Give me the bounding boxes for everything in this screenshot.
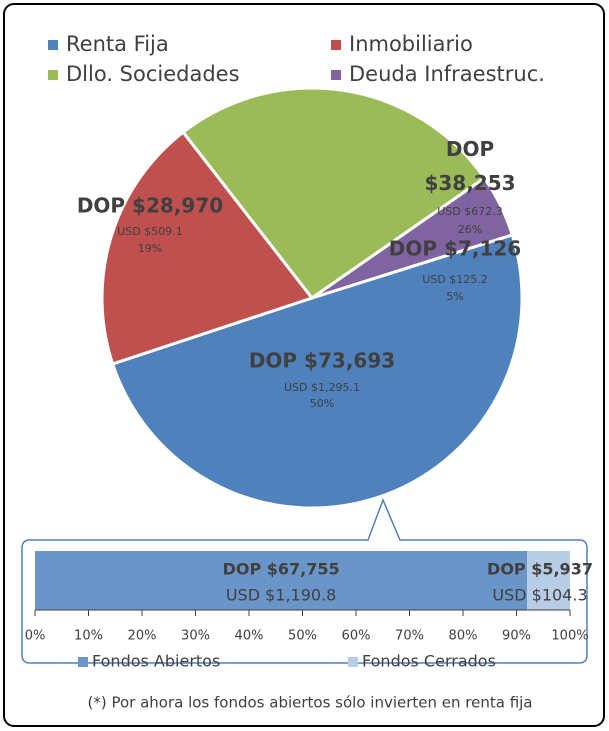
- legend-swatch: [331, 40, 341, 50]
- usd-label: USD $1,295.1: [284, 381, 360, 394]
- legend-label: Renta Fija: [66, 32, 169, 56]
- usd-label: USD $1,190.8: [226, 586, 337, 605]
- value-label: DOP $7,126: [389, 237, 521, 261]
- bar-segment: [35, 551, 528, 610]
- percent-label: 5%: [446, 290, 463, 303]
- x-tick-label: 70%: [395, 629, 424, 644]
- x-tick-label: 90%: [502, 629, 531, 644]
- percent-label: 50%: [310, 397, 334, 410]
- legend-label: Deuda Infraestruc.: [349, 62, 545, 86]
- value-label-line: $38,253: [424, 171, 515, 195]
- pie-slice: [110, 232, 524, 510]
- x-tick-label: 80%: [449, 629, 478, 644]
- value-label: DOP $73,693: [249, 349, 395, 373]
- x-tick-label: 60%: [342, 629, 371, 644]
- legend-label: Fondos Cerrados: [362, 652, 496, 671]
- pie-slice: [181, 86, 487, 301]
- usd-label: USD $104.3: [492, 586, 587, 605]
- x-tick-label: 40%: [235, 629, 264, 644]
- value-label-line: DOP: [446, 137, 494, 161]
- legend-swatch: [48, 40, 58, 50]
- percent-label: 26%: [458, 223, 482, 236]
- x-tick-label: 50%: [288, 629, 317, 644]
- legend-swatch: [348, 657, 358, 667]
- value-label: DOP $38,253: [424, 137, 515, 195]
- callout-box: [21, 497, 588, 664]
- x-tick-label: 30%: [181, 629, 210, 644]
- bar-segment: [527, 551, 570, 610]
- usd-label: USD $125.2: [422, 273, 488, 286]
- legend-swatch: [78, 657, 88, 667]
- x-tick-label: 20%: [128, 629, 157, 644]
- legend-label: Inmobiliario: [349, 32, 473, 56]
- usd-label: USD $672.3: [437, 205, 503, 218]
- x-tick-label: 100%: [551, 629, 588, 644]
- footnote: (*) Por ahora los fondos abiertos sólo i…: [87, 694, 532, 712]
- pie-slice: [311, 175, 515, 300]
- usd-label: USD $509.1: [117, 225, 183, 238]
- legend-swatch: [331, 70, 341, 80]
- legend-swatch: [48, 70, 58, 80]
- x-tick-label: 0%: [25, 629, 46, 644]
- legend-label: Fondos Abiertos: [92, 652, 220, 671]
- legend-label: Dllo. Sociedades: [66, 62, 240, 86]
- x-tick-label: 10%: [74, 629, 103, 644]
- percent-label: 19%: [138, 242, 162, 255]
- dop-label: DOP $67,755: [223, 560, 340, 579]
- value-label: DOP $28,970: [77, 194, 223, 218]
- dop-label: DOP $5,937: [487, 560, 593, 579]
- pie-slice: [100, 130, 315, 366]
